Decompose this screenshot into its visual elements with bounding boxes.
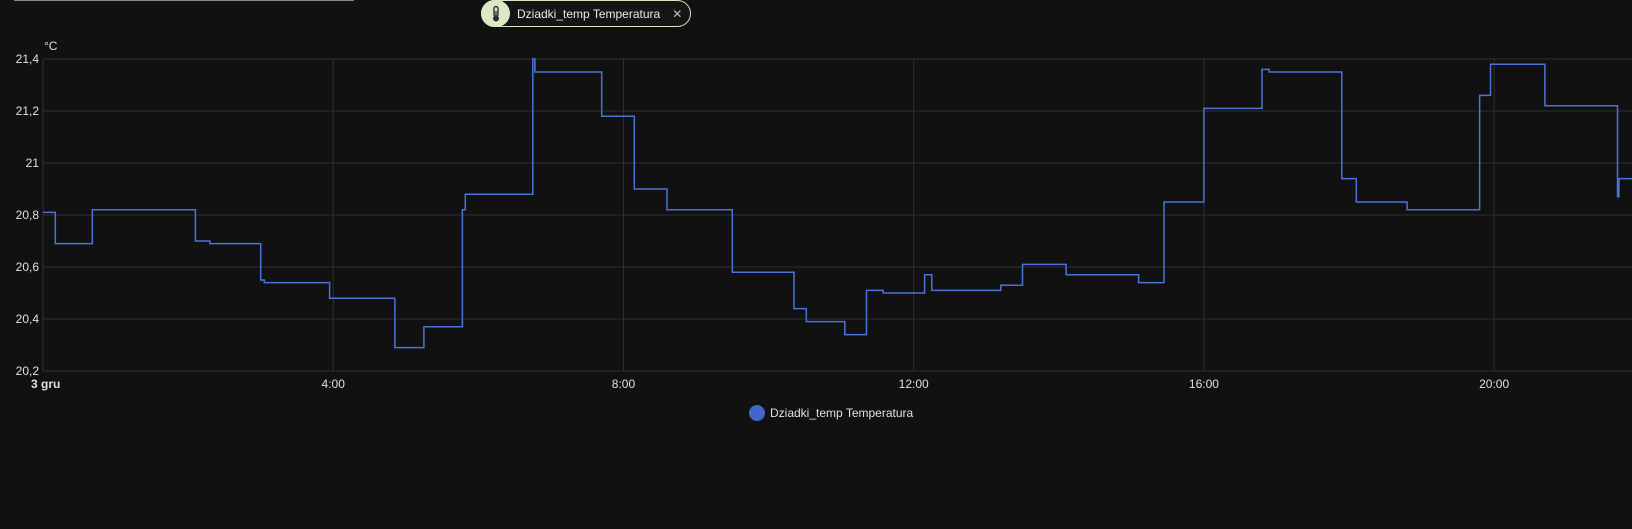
legend-label: Dziadki_temp Temperatura [770,406,914,420]
temperature-chart: 20,2 20,4 20,6 20,8 21 21,2 21,4 3 gru 4:00 8:00… [16,39,1632,391]
entity-filter-chip[interactable]: Dziadki_temp Temperatura ✕ [481,0,692,27]
y-tick-label: 21 [26,156,40,170]
legend-item[interactable]: Dziadki_temp Temperatura [749,405,913,421]
x-tick-label: 20:00 [1479,377,1509,391]
entity-filter-chip-label: Dziadki_temp Temperatura [517,6,661,21]
x-tick-label: 8:00 [612,377,636,391]
y-tick-label: 20,6 [16,260,40,274]
y-tick-label: 21,2 [16,104,40,118]
y-tick-label: 20,4 [16,312,40,326]
series-line [43,58,1632,349]
x-tick-label: 4:00 [322,377,346,391]
close-icon[interactable]: ✕ [672,6,683,21]
x-tick-label: 3 gru [31,377,60,391]
y-tick-label: 21,4 [16,52,40,66]
y-tick-label: 20,2 [16,364,40,378]
y-axis-labels: 20,2 20,4 20,6 20,8 21 21,2 21,4 [16,52,40,378]
chart-grid [42,58,1632,372]
x-tick-label: 16:00 [1189,377,1219,391]
series-layer [43,58,1632,349]
y-axis-unit-label: °C [44,39,58,53]
legend-swatch [749,405,765,421]
x-tick-label: 12:00 [899,377,929,391]
y-tick-label: 20,8 [16,208,40,222]
thermometer-icon [481,0,510,27]
x-axis-labels: 3 gru 4:00 8:00 12:00 16:00 20:00 [31,377,1509,391]
top-divider [14,0,354,1]
